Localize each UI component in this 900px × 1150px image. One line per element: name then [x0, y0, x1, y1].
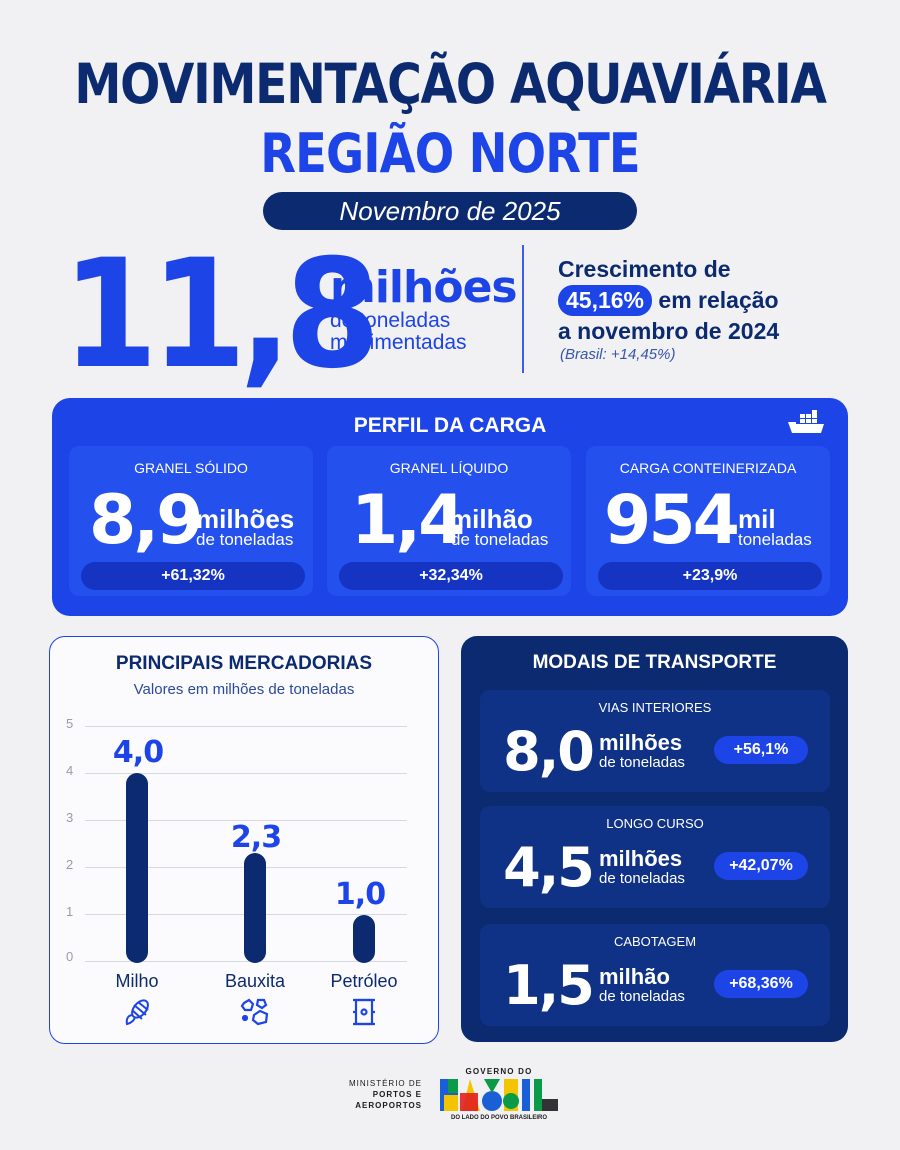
- ministry-line1: MINISTÉRIO DE: [348, 1079, 422, 1088]
- category-label: Petróleo: [330, 971, 398, 991]
- mode-unit: milhões: [599, 846, 683, 871]
- bar-petroleo: [353, 915, 375, 963]
- bar-bauxita: [244, 853, 266, 963]
- bar-value-label: 4,0: [112, 735, 164, 770]
- governo-brasil-logo: [440, 1079, 558, 1111]
- bar-value-label: 1,0: [334, 877, 386, 912]
- card-unit: mil: [738, 504, 776, 534]
- change-badge: +32,34%: [339, 562, 563, 590]
- card-value: 954: [604, 481, 740, 560]
- commodities-chart-panel: PRINCIPAIS MERCADORIAS Valores em milhõe…: [49, 636, 439, 1044]
- card-label: GRANEL SÓLIDO: [134, 460, 248, 476]
- cargo-profile-panel: PERFIL DA CARGA GRANEL SÓLIDO 8,9 milhõe…: [52, 398, 848, 616]
- corn-icon: [125, 999, 149, 1026]
- change-badge: +56,1%: [714, 736, 808, 764]
- y-tick: 1: [66, 904, 74, 919]
- gov-logo-top: GOVERNO DO: [465, 1067, 533, 1076]
- period-text: Novembro de 2025: [339, 195, 561, 226]
- mode-sub: de toneladas: [599, 988, 685, 1005]
- cargo-card-granel-liquido: GRANEL LÍQUIDO 1,4 milhão de toneladas +…: [327, 446, 571, 596]
- mode-label: LONGO CURSO: [606, 816, 704, 831]
- mode-unit: milhões: [599, 730, 683, 755]
- mode-label: CABOTAGEM: [613, 934, 697, 949]
- growth-statement: Crescimento de 45,16% em relação a novem…: [558, 254, 779, 347]
- total-sub-line1: de toneladas: [330, 309, 451, 332]
- cargo-ship-icon: [788, 410, 824, 433]
- change-badge: +61,32%: [81, 562, 305, 590]
- transport-modes-panel: MODAIS DE TRANSPORTE VIAS INTERIORES 8,0…: [461, 636, 848, 1042]
- gridline: [85, 773, 407, 774]
- oil-barrel-icon: [353, 998, 375, 1026]
- card-label: GRANEL LÍQUIDO: [389, 460, 509, 476]
- mode-value: 8,0: [503, 720, 595, 783]
- ministry-line3: AEROPORTOS: [355, 1101, 422, 1110]
- growth-comparison: a novembro de 2024: [558, 318, 780, 344]
- card-sub: toneladas: [738, 530, 812, 549]
- period-badge: Novembro de 2025: [263, 192, 637, 230]
- card-sub: de toneladas: [196, 530, 294, 549]
- gridline: [85, 726, 407, 727]
- growth-badge: 45,16%: [558, 285, 653, 316]
- cargo-profile-title: PERFIL DA CARGA: [353, 414, 547, 437]
- mode-card-longo-curso: LONGO CURSO 4,5 milhões de toneladas +42…: [480, 806, 830, 908]
- region-title: REGIÃO NORTE: [260, 122, 640, 185]
- mode-unit: milhão: [599, 964, 670, 989]
- mode-sub: de toneladas: [599, 870, 685, 887]
- growth-suffix: em relação: [658, 287, 779, 313]
- category-label: Milho: [115, 971, 159, 991]
- bar-milho: [126, 773, 148, 963]
- card-unit: milhões: [196, 504, 295, 534]
- ore-rocks-icon: [240, 998, 269, 1026]
- mode-card-vias-interiores: VIAS INTERIORES 8,0 milhões de toneladas…: [480, 690, 830, 792]
- mode-sub: de toneladas: [599, 754, 685, 771]
- cargo-card-conteinerizada: CARGA CONTEINERIZADA 954 mil toneladas +…: [586, 446, 830, 596]
- total-unit: milhões: [330, 262, 518, 313]
- bar-value-label: 2,3: [230, 820, 282, 855]
- change-badge: +68,36%: [714, 970, 808, 998]
- page-title: MOVIMENTAÇÃO AQUAVIÁRIA: [74, 52, 827, 116]
- card-unit: milhão: [449, 504, 533, 534]
- total-value: 11,8: [62, 228, 380, 402]
- chart-title: PRINCIPAIS MERCADORIAS: [115, 653, 373, 674]
- mode-value: 1,5: [503, 954, 595, 1017]
- gridline: [85, 961, 407, 962]
- card-label: CARGA CONTEINERIZADA: [619, 460, 797, 476]
- card-value: 8,9: [89, 481, 203, 560]
- ministry-logo-text: MINISTÉRIO DE PORTOS E AEROPORTOS: [330, 1078, 422, 1111]
- y-tick: 3: [66, 810, 74, 825]
- y-tick: 4: [66, 763, 74, 778]
- y-tick: 0: [66, 949, 74, 964]
- mode-value: 4,5: [503, 836, 595, 899]
- growth-prefix: Crescimento de: [558, 256, 731, 282]
- total-sub-line2: movimentadas: [330, 331, 467, 354]
- divider: [522, 245, 524, 373]
- gridline: [85, 820, 407, 821]
- category-label: Bauxita: [224, 971, 286, 991]
- chart-subtitle: Valores em milhões de toneladas: [133, 681, 355, 698]
- total-subtitle: de toneladas movimentadas: [330, 310, 467, 354]
- y-tick: 2: [66, 857, 74, 872]
- change-badge: +42,07%: [714, 852, 808, 880]
- card-value: 1,4: [351, 481, 465, 560]
- mode-label: VIAS INTERIORES: [598, 700, 712, 715]
- card-sub: de toneladas: [451, 530, 549, 549]
- cargo-card-granel-solido: GRANEL SÓLIDO 8,9 milhões de toneladas +…: [69, 446, 313, 596]
- gov-logo-tagline: DO LADO DO POVO BRASILEIRO: [450, 1115, 547, 1121]
- ministry-line2: PORTOS E: [372, 1090, 422, 1099]
- brasil-note: (Brasil: +14,45%): [560, 346, 676, 363]
- transport-modes-title: MODAIS DE TRANSPORTE: [532, 652, 777, 673]
- y-tick: 5: [66, 716, 74, 731]
- mode-card-cabotagem: CABOTAGEM 1,5 milhão de toneladas +68,36…: [480, 924, 830, 1026]
- change-badge: +23,9%: [598, 562, 822, 590]
